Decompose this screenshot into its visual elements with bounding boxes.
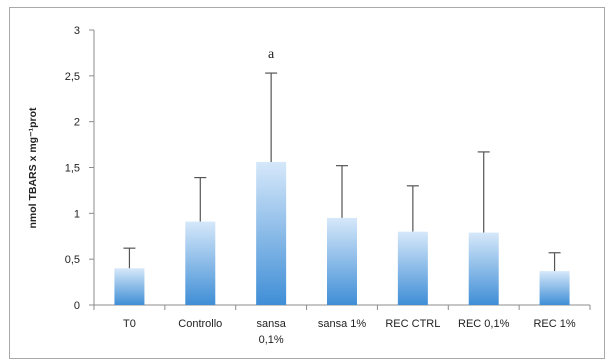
y-axis-label: nmol TBARS x mg⁻¹prot	[27, 107, 39, 229]
bar	[256, 162, 287, 305]
significance-annotation: a	[268, 47, 275, 62]
bar	[539, 271, 570, 305]
y-tick-label: 1,5	[65, 163, 80, 175]
x-tick-label: sansa	[256, 318, 286, 330]
x-tick-label: T0	[123, 318, 136, 330]
bar	[114, 268, 145, 305]
x-tick-label: 0,1%	[259, 334, 284, 346]
bar	[185, 221, 216, 305]
y-tick-label: 1	[74, 208, 80, 220]
x-tick-label: Controllo	[178, 318, 222, 330]
x-tick-label: REC CTRL	[385, 318, 440, 330]
x-tick-label: REC 0,1%	[458, 318, 510, 330]
x-tick-label: sansa 1%	[318, 318, 367, 330]
y-tick-label: 0	[74, 300, 80, 312]
y-tick-label: 2,5	[65, 71, 80, 83]
bar	[327, 217, 357, 305]
chart-frame	[9, 7, 605, 359]
y-tick-label: 0,5	[65, 254, 80, 266]
x-tick-label: REC 1%	[533, 318, 575, 330]
y-tick-label: 3	[74, 25, 80, 37]
bar	[397, 231, 428, 305]
bar	[468, 232, 499, 305]
y-tick-label: 2	[74, 117, 80, 129]
